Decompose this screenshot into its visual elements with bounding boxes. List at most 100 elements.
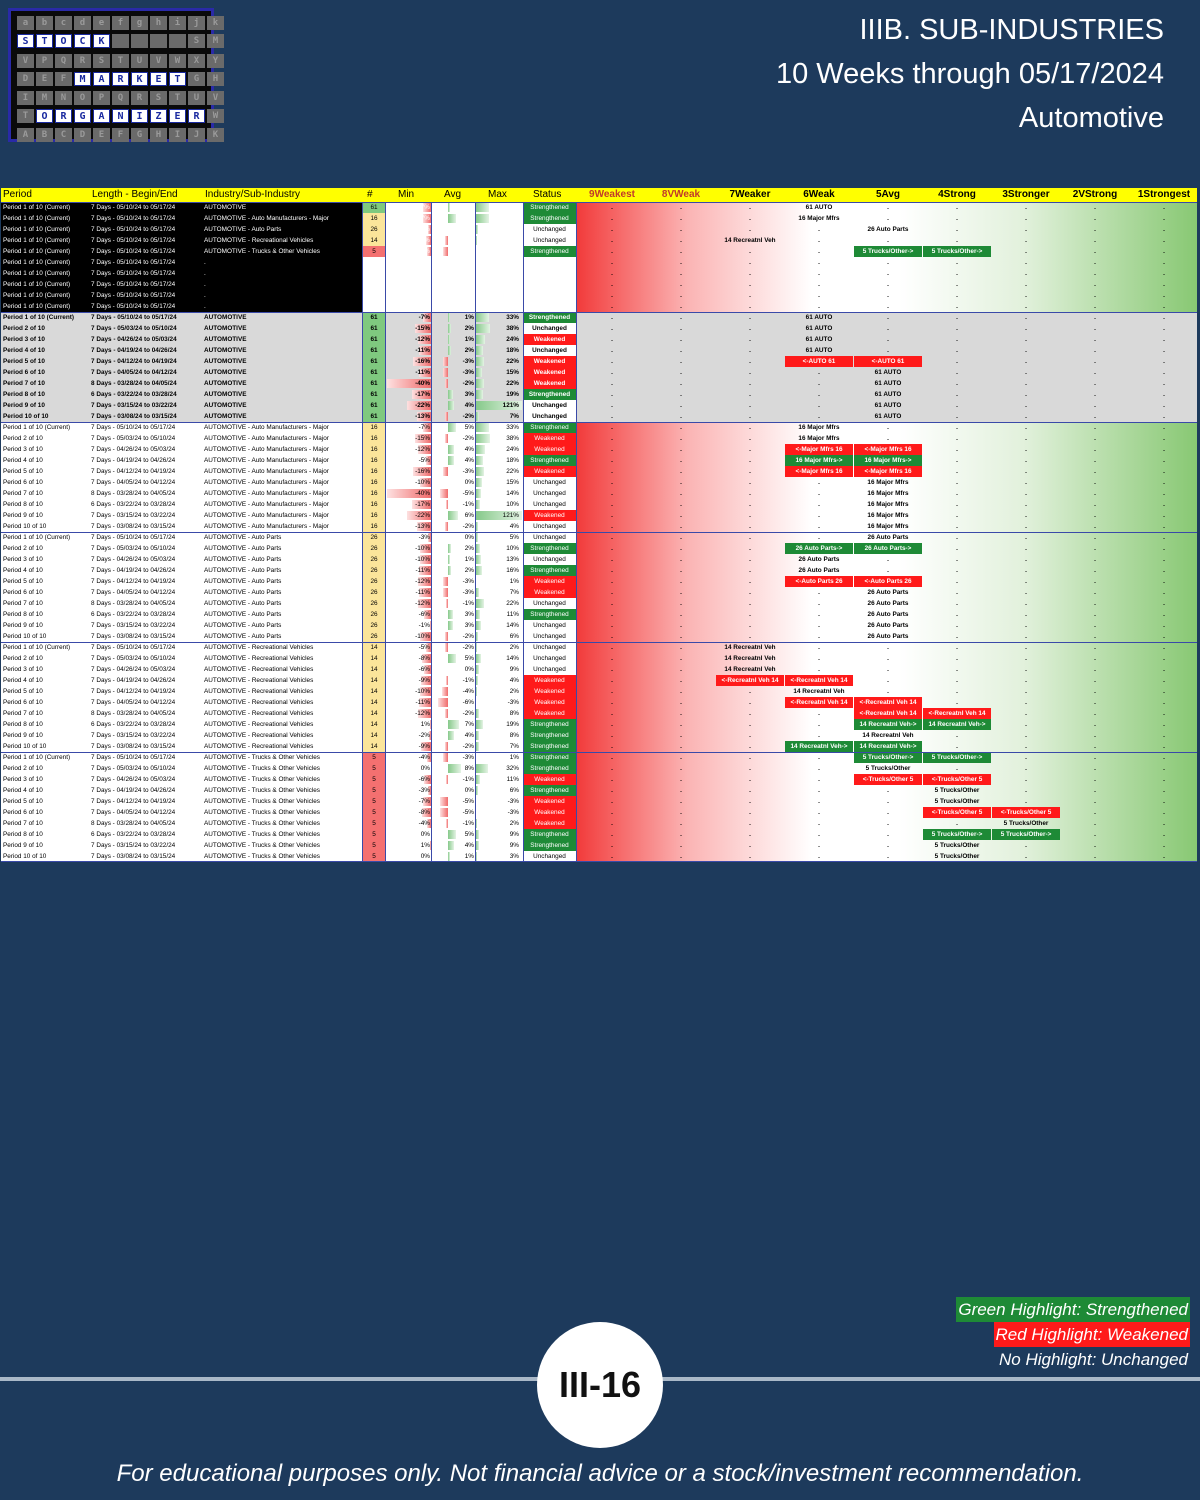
- cell-max: 19%: [506, 721, 519, 728]
- rank-cell-empty: .: [680, 413, 682, 420]
- cell-min: -22%: [415, 402, 430, 409]
- rank-cell-empty: .: [1025, 402, 1027, 409]
- max-bar: [476, 467, 485, 476]
- cell-period: Period 1 of 10 (Current): [3, 248, 71, 255]
- cell-length: 6 Days - 03/22/24 to 03/28/24: [91, 721, 176, 728]
- rank-cell-empty: .: [611, 798, 613, 805]
- cell-avg: -5%: [462, 490, 474, 497]
- cell-period: Period 2 of 10: [3, 325, 45, 332]
- logo-letter-tile: V: [17, 54, 34, 68]
- rank-cell-empty: .: [1094, 314, 1096, 321]
- rank-cell-empty: .: [818, 732, 820, 739]
- cell-period: Period 5 of 10: [3, 468, 43, 475]
- table-row: Period 1 of 10 (Current) 7 Days - 05/10/2…: [1, 246, 1197, 257]
- cell-avg: -3%: [462, 754, 474, 761]
- rank-cell-empty: .: [680, 457, 682, 464]
- cell-period: Period 5 of 10: [3, 578, 43, 585]
- cell-length: 7 Days - 05/10/24 to 05/17/24: [91, 281, 176, 288]
- rank-cell-empty: .: [1163, 534, 1165, 541]
- logo-letter-tile: R: [112, 72, 129, 86]
- max-bar: [476, 687, 477, 696]
- cell-max: 13%: [506, 556, 519, 563]
- rank-cell-empty: .: [680, 842, 682, 849]
- status-badge: Strengthened: [523, 730, 576, 741]
- rank-cell-empty: .: [749, 743, 751, 750]
- status-badge: Weakened: [523, 444, 576, 455]
- min-bar: [417, 709, 431, 718]
- rank-cell-empty: .: [749, 314, 751, 321]
- rank-cell-empty: .: [1025, 204, 1027, 211]
- table-row: Period 10 of 10 7 Days - 03/08/24 to 03/1…: [1, 851, 1197, 862]
- rank-cell-empty: .: [956, 281, 958, 288]
- cell-avg: -1%: [462, 501, 474, 508]
- rank-cell-empty: .: [611, 215, 613, 222]
- rank-cell-empty: .: [680, 534, 682, 541]
- cell-count: 5: [363, 752, 385, 763]
- cell-avg: 2%: [464, 325, 474, 332]
- rank-cell-empty: .: [1094, 655, 1096, 662]
- rank-cell-empty: .: [956, 446, 958, 453]
- min-bar: [426, 247, 431, 256]
- cell-avg: 5%: [464, 215, 474, 222]
- rank-cell-empty: .: [1094, 523, 1096, 530]
- cell-avg: -1%: [462, 600, 474, 607]
- cell-length: 7 Days - 05/03/24 to 05/10/24: [91, 655, 176, 662]
- rank-cell-empty: .: [818, 512, 820, 519]
- cell-length: 7 Days - 04/12/24 to 04/19/24: [91, 468, 176, 475]
- group-divider: [1, 642, 1197, 643]
- cell-period: Period 1 of 10 (Current): [3, 270, 71, 277]
- status-badge: Weakened: [523, 807, 576, 818]
- rank-cell-empty: .: [956, 677, 958, 684]
- page-header: IIIB. SUB-INDUSTRIES 10 Weeks through 05…: [776, 8, 1164, 140]
- cell-length: 7 Days - 05/10/24 to 05/17/24: [91, 644, 176, 651]
- cell-period: Period 4 of 10: [3, 677, 43, 684]
- avg-bar: [448, 390, 453, 399]
- min-bar: [425, 643, 431, 652]
- header-rank-4: 6Weak: [803, 189, 835, 200]
- cell-count: 61: [363, 378, 385, 389]
- rank-cell-empty: .: [611, 677, 613, 684]
- cell-avg: -1%: [462, 776, 474, 783]
- rank-cell-label: 5 Trucks/Other->: [992, 829, 1060, 840]
- avg-bar: [448, 203, 450, 212]
- rank-cell-empty: .: [680, 721, 682, 728]
- cell-avg: 4%: [464, 457, 474, 464]
- rank-cell-empty: .: [611, 743, 613, 750]
- cell-industry: AUTOMOTIVE - Recreational Vehicles: [204, 710, 314, 717]
- cell-industry: AUTOMOTIVE - Recreational Vehicles: [204, 721, 314, 728]
- cell-length: 7 Days - 04/26/24 to 05/03/24: [91, 446, 176, 453]
- group-divider: [1, 861, 1197, 862]
- max-bar: [476, 478, 482, 487]
- cell-period: Period 3 of 10: [3, 556, 43, 563]
- cell-min: -17%: [415, 501, 430, 508]
- rank-cell-empty: .: [956, 336, 958, 343]
- cell-max: 7%: [509, 589, 519, 596]
- avg-bar: [448, 555, 450, 564]
- logo-letter-tile: F: [112, 128, 129, 142]
- cell-max: 6%: [509, 633, 519, 640]
- avg-bar: [448, 346, 452, 355]
- max-bar: [476, 643, 477, 652]
- cell-max: 10%: [506, 545, 519, 552]
- legend-weakened: Red Highlight: Weakened: [993, 1322, 1190, 1347]
- min-bar: [424, 610, 431, 619]
- status-badge: Unchanged: [523, 521, 576, 532]
- cell-count: 26: [363, 620, 385, 631]
- rank-cell-empty: .: [1163, 358, 1165, 365]
- rank-cell-empty: .: [956, 655, 958, 662]
- cell-avg: -2%: [462, 413, 474, 420]
- avg-bar: [444, 709, 448, 718]
- cell-industry: AUTOMOTIVE - Auto Parts: [204, 633, 282, 640]
- cell-avg: 5%: [464, 655, 474, 662]
- table-row: Period 1 of 10 (Current) 7 Days - 05/10/2…: [1, 301, 1197, 312]
- rank-cell-empty: .: [749, 446, 751, 453]
- max-bar: [476, 335, 486, 344]
- cell-min: -22%: [415, 512, 430, 519]
- avg-bar: [448, 731, 455, 740]
- cell-period: Period 1 of 10 (Current): [3, 314, 75, 321]
- cell-industry: AUTOMOTIVE - Recreational Vehicles: [204, 666, 314, 673]
- cell-length: 7 Days - 05/10/24 to 05/17/24: [91, 314, 177, 321]
- rank-cell-empty: .: [611, 347, 613, 354]
- rank-cell-empty: .: [818, 633, 820, 640]
